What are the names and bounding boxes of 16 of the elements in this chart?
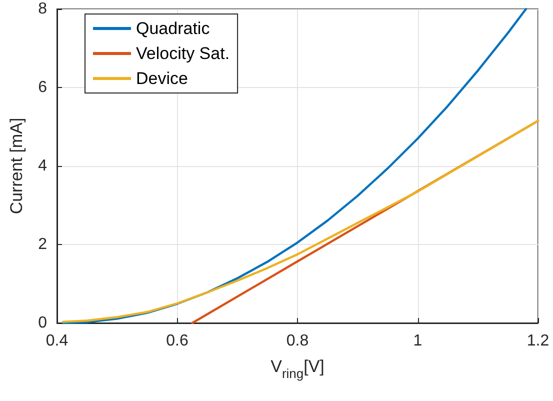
legend-label: Velocity Sat. [136,44,230,63]
legend-label: Device [136,69,188,88]
x-tick-label: 0.4 [46,332,68,350]
y-axis-title: Current [mA] [7,118,26,214]
y-tick-label: 2 [38,236,48,253]
y-tick-label: 6 [38,79,48,96]
y-tick-label: 4 [38,158,48,174]
x-tick-label: 0.8 [286,332,309,350]
x-tick-label: 1.2 [526,332,550,350]
y-tick-label: 8 [38,0,48,18]
line-series [62,120,540,323]
y-tick-label: 0 [38,314,48,332]
x-tick-label: 0.6 [166,332,188,350]
x-tick-label: 1 [413,332,422,350]
line-series [62,8,528,324]
legend-label: Quadratic [136,19,210,38]
